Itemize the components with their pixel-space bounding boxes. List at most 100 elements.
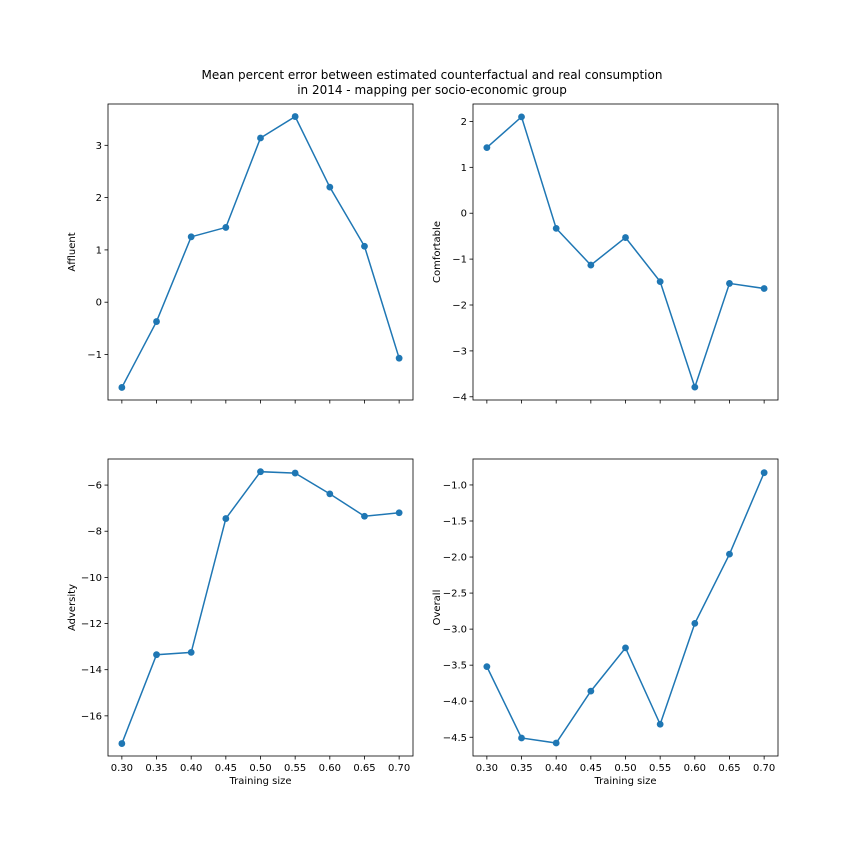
series-line-affluent <box>121 115 400 388</box>
data-point <box>326 183 334 191</box>
y-tick-label: 1 <box>461 163 467 174</box>
panel-overall: −4.5 −4.0 −3.5 −3.0 −2.5 −2.0 −1.5 −1.0 0.30 0.35… <box>432 458 779 787</box>
plot-frame-overall <box>472 458 779 757</box>
data-point <box>326 490 334 498</box>
data-point <box>760 285 768 292</box>
data-point <box>118 740 126 747</box>
data-point <box>587 261 595 269</box>
y-tick-label: 0 <box>461 209 467 220</box>
data-point <box>222 224 230 231</box>
panel-affluent: −1 0 1 2 3 Affluent <box>67 103 414 404</box>
y-tick-label: 1 <box>96 245 102 256</box>
data-point <box>361 512 368 520</box>
data-point <box>552 739 560 747</box>
x-tick-label: 0.55 <box>284 763 306 774</box>
x-axis-label: Training size <box>593 776 656 787</box>
x-tick-label: 0.60 <box>684 763 706 774</box>
y-tick-label: −8 <box>87 527 102 538</box>
x-tick-label: 0.30 <box>476 763 498 774</box>
x-tick-label: 0.50 <box>249 763 271 774</box>
x-axis-label: Training size <box>228 776 291 787</box>
data-point <box>656 278 664 285</box>
chart-title-line-2: in 2014 - mapping per socio-economic gro… <box>297 83 567 97</box>
y-tick-label: −14 <box>81 665 102 676</box>
x-tick-label: 0.60 <box>319 763 341 774</box>
x-tick-label: 0.70 <box>388 763 410 774</box>
y-axis-label: Overall <box>432 590 443 626</box>
y-axis-label: Comfortable <box>432 221 443 283</box>
data-point <box>118 384 126 391</box>
data-point <box>187 648 195 656</box>
x-tick-label: 0.40 <box>180 763 202 774</box>
data-point <box>395 354 403 362</box>
y-tick-label: −2.5 <box>443 589 467 600</box>
y-tick-label: −3.5 <box>443 661 467 672</box>
x-tick-label: 0.65 <box>718 763 740 774</box>
y-tick-label: 3 <box>96 141 102 152</box>
data-point <box>587 687 595 695</box>
y-tick-label: −6 <box>87 481 102 492</box>
plot-frame-affluent <box>107 103 414 401</box>
chart-title-line-1: Mean percent error between estimated cou… <box>202 68 663 82</box>
data-point <box>395 509 403 517</box>
y-axis-label: Affluent <box>67 232 78 271</box>
data-point <box>291 113 299 120</box>
data-point <box>656 720 664 728</box>
y-tick-label: −1.0 <box>443 480 467 491</box>
y-tick-label: −4.0 <box>443 697 467 708</box>
panel-adversity: −16 −14 −12 −10 −8 −6 0.30 0.35 0.40 0.45 0.50 0.55… <box>67 458 414 787</box>
data-point <box>726 280 733 287</box>
y-tick-label: −4 <box>452 392 467 403</box>
y-axis-label: Adversity <box>67 584 78 631</box>
panel-comfortable: −4 −3 −2 −1 0 1 2 Comfortable <box>432 103 779 404</box>
data-point <box>483 144 491 151</box>
data-point <box>622 644 629 652</box>
data-point <box>187 233 195 241</box>
x-tick-label: 0.45 <box>580 763 602 774</box>
data-point <box>153 318 160 325</box>
y-tick-label: −2.0 <box>443 553 467 564</box>
data-point <box>622 234 629 241</box>
y-tick-label: 2 <box>461 117 467 128</box>
x-tick-label: 0.65 <box>353 763 375 774</box>
x-tick-label: 0.30 <box>111 763 133 774</box>
x-tick-label: 0.50 <box>614 763 636 774</box>
y-tick-label: 0 <box>96 298 102 309</box>
data-point <box>726 550 733 558</box>
y-tick-label: −3 <box>452 346 467 357</box>
y-tick-label: −12 <box>81 619 102 630</box>
x-tick-label: 0.55 <box>649 763 671 774</box>
data-point <box>361 242 368 250</box>
data-point <box>552 224 560 232</box>
x-tick-label: 0.40 <box>545 763 567 774</box>
data-point <box>257 134 264 142</box>
data-point <box>760 469 768 477</box>
y-tick-label: −1 <box>87 350 102 361</box>
y-tick-label: −4.5 <box>443 733 467 744</box>
series-line-overall <box>486 472 765 744</box>
x-tick-label: 0.35 <box>510 763 532 774</box>
y-tick-label: −2 <box>452 301 467 312</box>
data-point <box>518 734 525 742</box>
data-point <box>291 469 299 477</box>
data-point <box>691 383 699 391</box>
y-tick-label: −1 <box>452 255 467 266</box>
y-tick-label: −16 <box>81 711 102 722</box>
series-line-adversity <box>121 470 400 744</box>
data-point <box>257 468 264 476</box>
data-point <box>483 663 491 671</box>
series-line-comfortable <box>486 115 765 390</box>
x-tick-label: 0.35 <box>145 763 167 774</box>
y-tick-label: −10 <box>81 573 102 584</box>
x-tick-label: 0.70 <box>753 763 775 774</box>
data-point <box>222 515 230 522</box>
data-point <box>153 651 160 659</box>
y-tick-label: −1.5 <box>443 516 467 527</box>
data-point <box>691 619 699 627</box>
plot-frame-adversity <box>107 458 414 757</box>
plot-frame-comfortable <box>472 103 779 401</box>
x-tick-label: 0.45 <box>215 763 237 774</box>
data-point <box>518 113 525 121</box>
